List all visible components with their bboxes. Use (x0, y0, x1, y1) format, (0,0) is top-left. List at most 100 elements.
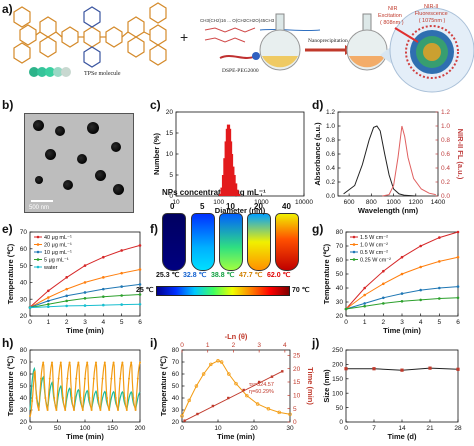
x-axis-label-j: Time (d) (387, 432, 417, 441)
cycle-marker (121, 361, 124, 364)
cycle-marker (108, 409, 111, 411)
cycle-marker (57, 377, 60, 380)
conc-label-40: 40 (282, 202, 291, 211)
x-tick-label-c: 10000 (295, 199, 313, 206)
x-tick-label-g: 3 (400, 319, 404, 326)
y-tick-label-j: 250 (332, 347, 343, 354)
series-marker (120, 249, 123, 252)
nanoparticle (111, 142, 121, 152)
y2-tick-label-i: 0 (293, 419, 297, 426)
y-tick-label-h: 40 (20, 395, 28, 402)
series-marker (65, 294, 68, 298)
size-marker (372, 367, 376, 371)
legend-marker (352, 235, 356, 239)
heat-cool-marker (234, 381, 238, 386)
nir-excitation-label: NIR Excitation ( 808nm ) (378, 6, 404, 26)
series-marker (363, 302, 366, 305)
cycle-marker (90, 409, 93, 411)
series-marker (382, 296, 385, 300)
dspe-bead-model (219, 52, 260, 60)
heat-cool-marker (219, 360, 224, 364)
series-marker (400, 255, 404, 259)
y-tick-label-d: 1.0 (326, 123, 335, 130)
series-marker (438, 236, 441, 239)
panel-letter-f: f) (150, 222, 158, 236)
x-tick-label-g: 2 (382, 319, 386, 326)
conc-label-0: 0 (170, 202, 175, 211)
plot-frame-j (345, 349, 459, 423)
cycle-marker (33, 372, 36, 375)
x-tick-label-h: 200 (135, 425, 146, 432)
legend-marker (36, 258, 40, 261)
y-tick-label-i: 60 (172, 371, 180, 378)
cycle-marker (106, 396, 108, 399)
y2-tick-label-d: 0.8 (441, 137, 450, 144)
y2-tick-label-d: 1.2 (441, 109, 450, 116)
legend-label: 5 μg mL⁻¹ (44, 258, 69, 264)
y2-tick-label-d: 0.6 (441, 151, 450, 158)
legend-marker (352, 258, 356, 261)
nanoparticle (95, 170, 106, 181)
y-tick-label-j: 50 (336, 405, 344, 412)
cycle-marker (68, 361, 71, 364)
legend-marker (36, 235, 40, 239)
x-tick-label-i: 10 (214, 425, 222, 432)
cycle-marker (42, 361, 45, 364)
series-marker (419, 298, 422, 302)
cycle-marker (95, 361, 97, 364)
x-tick-label-h: 50 (54, 425, 62, 432)
series-marker (120, 303, 123, 306)
x2-axis-label-i: -Ln (θ) (225, 332, 248, 341)
conc-label-5: 5 (200, 202, 205, 211)
x-tick-label-c: 10 (172, 199, 180, 206)
panel-letter-i: i) (150, 336, 158, 350)
cycle-marker (110, 377, 113, 380)
series-marker (102, 255, 105, 259)
fit-marker (242, 388, 245, 392)
cycle-marker (48, 377, 51, 380)
cycle-marker (53, 396, 56, 399)
y-tick-label-e: 30 (20, 296, 28, 303)
series-marker (47, 296, 50, 299)
heat-cool-marker (216, 359, 220, 363)
x2-tick-label-i: 0 (180, 342, 184, 349)
y-axis-label-e: Temperature (℃) (6, 243, 15, 304)
x-tick-label-g: 6 (456, 319, 460, 326)
y-tick-label-d: 0.6 (326, 151, 335, 158)
nanoparticle-bubble (380, 7, 474, 93)
series-marker (438, 260, 441, 263)
histogram-bar (218, 193, 223, 196)
histogram-bar (237, 193, 241, 196)
cycle-marker (92, 377, 95, 380)
cycle-marker (64, 409, 67, 411)
tpse-label: TPSe molecule (84, 71, 121, 77)
series-marker (120, 271, 123, 275)
plus-sign: + (180, 29, 188, 45)
heat-cool-marker (277, 410, 281, 415)
y-tick-label-c: 15 (166, 130, 174, 137)
series-marker (47, 302, 50, 306)
heat-cool-marker (201, 372, 206, 376)
series-marker (138, 302, 142, 306)
x-tick-label-j: 0 (344, 425, 348, 432)
series-marker (47, 289, 50, 293)
series-marker (102, 295, 105, 298)
fit-marker (211, 404, 215, 408)
y-tick-label-j: 100 (332, 390, 343, 397)
cycle-marker (119, 377, 122, 380)
thermal-vial-40 (275, 213, 299, 271)
y2-axis-label-d: NIR-II FL (a.u.) (456, 129, 465, 180)
legend-label: 20 μg mL⁻¹ (44, 243, 72, 249)
cycle-marker (55, 409, 58, 411)
cycle-marker (101, 377, 104, 380)
nanoparticle (77, 154, 87, 164)
series-marker (102, 287, 105, 291)
fit-marker (270, 375, 274, 378)
x-axis-label-e: Time (min) (66, 326, 104, 335)
spectrum-line-0 (343, 125, 416, 197)
tpse-molecule-drawing (13, 2, 167, 66)
conc-label-10: 10 (226, 202, 235, 211)
series-marker (83, 264, 87, 267)
y2-axis-label-i: Time (min) (306, 367, 315, 405)
y2-tick-label-d: 1.0 (441, 123, 450, 130)
